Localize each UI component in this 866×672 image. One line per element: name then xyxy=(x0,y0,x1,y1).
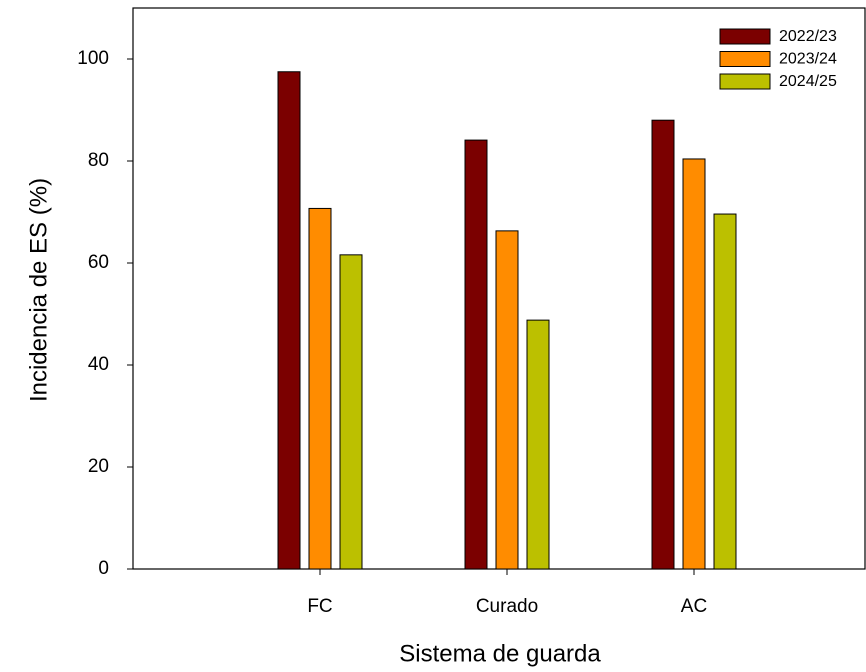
x-tick-label: FC xyxy=(307,596,332,617)
legend-label: 2024/25 xyxy=(779,73,837,90)
legend-swatch xyxy=(719,73,771,90)
y-axis-title: Incidencia de ES (%) xyxy=(25,178,52,402)
bar xyxy=(339,254,363,570)
bar xyxy=(464,139,488,570)
x-axis-title: Sistema de guarda xyxy=(399,640,601,667)
y-tick-label: 60 xyxy=(88,252,109,273)
y-tick-label: 0 xyxy=(98,558,109,579)
bar xyxy=(713,213,737,570)
bar xyxy=(277,71,301,570)
bar xyxy=(495,230,519,570)
x-tick-label: AC xyxy=(681,596,707,617)
y-tick-label: 80 xyxy=(88,150,109,171)
y-tick-label: 20 xyxy=(88,456,109,477)
bar xyxy=(651,119,675,570)
y-tick-label: 40 xyxy=(88,354,109,375)
legend-swatch xyxy=(719,51,771,67)
y-tick-label: 100 xyxy=(77,48,109,69)
x-tick-label: Curado xyxy=(476,596,538,617)
bar xyxy=(308,207,332,570)
legend-label: 2022/23 xyxy=(779,28,837,45)
legend-label: 2023/24 xyxy=(779,51,837,68)
bar xyxy=(526,319,550,570)
legend-swatch xyxy=(719,28,771,45)
bar xyxy=(682,158,706,570)
